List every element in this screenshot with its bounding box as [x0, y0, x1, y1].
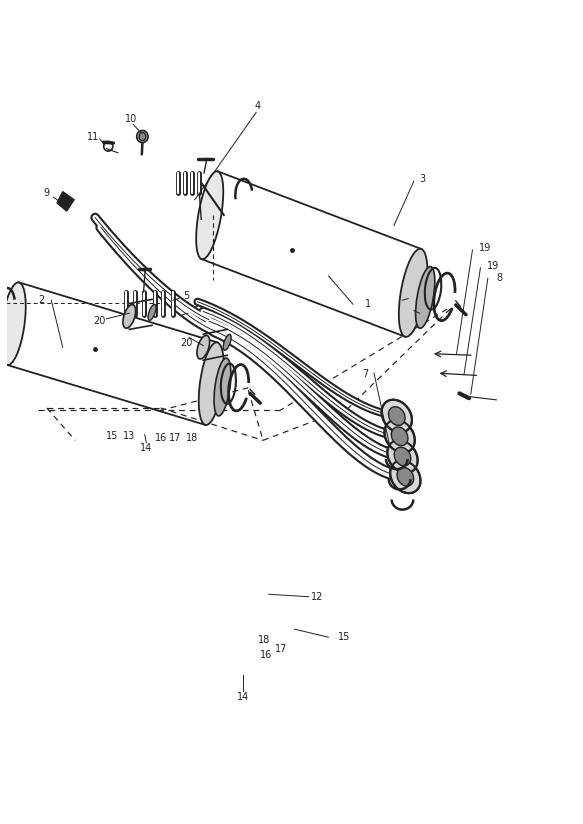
- Ellipse shape: [136, 130, 148, 143]
- Text: 20: 20: [93, 316, 106, 326]
- Text: 20: 20: [180, 338, 192, 349]
- Text: 17: 17: [275, 644, 287, 653]
- Ellipse shape: [214, 358, 231, 416]
- Text: 19: 19: [479, 243, 491, 253]
- Text: 19: 19: [487, 261, 500, 271]
- Text: 15: 15: [338, 632, 350, 642]
- Ellipse shape: [1, 283, 26, 365]
- Text: 2: 2: [38, 295, 44, 305]
- Text: 14: 14: [237, 692, 250, 702]
- Text: 17: 17: [169, 433, 181, 443]
- Ellipse shape: [388, 407, 405, 425]
- Text: 5: 5: [411, 292, 417, 302]
- Ellipse shape: [123, 305, 136, 328]
- Ellipse shape: [394, 447, 411, 466]
- Text: 14: 14: [141, 443, 153, 453]
- Text: 16: 16: [154, 433, 167, 443]
- Ellipse shape: [148, 304, 156, 321]
- Ellipse shape: [399, 249, 427, 337]
- Text: 18: 18: [186, 433, 198, 443]
- Text: 7: 7: [363, 369, 368, 379]
- Ellipse shape: [139, 133, 146, 141]
- Text: 6: 6: [422, 308, 429, 318]
- Polygon shape: [57, 192, 74, 211]
- Text: 5: 5: [183, 291, 189, 301]
- Text: 3: 3: [419, 174, 426, 184]
- Ellipse shape: [382, 400, 412, 433]
- Text: 16: 16: [260, 650, 272, 660]
- Text: 8: 8: [496, 274, 503, 283]
- Ellipse shape: [199, 342, 224, 425]
- Text: 6: 6: [193, 306, 199, 316]
- Text: 1: 1: [366, 299, 371, 309]
- Ellipse shape: [384, 420, 415, 452]
- Text: 18: 18: [258, 635, 271, 645]
- Ellipse shape: [197, 335, 210, 359]
- Text: 9: 9: [44, 188, 50, 199]
- Ellipse shape: [416, 267, 435, 328]
- Text: 11: 11: [87, 132, 100, 142]
- Text: 12: 12: [311, 592, 324, 602]
- Ellipse shape: [397, 467, 413, 486]
- Ellipse shape: [196, 171, 223, 260]
- Ellipse shape: [390, 461, 420, 493]
- Text: 13: 13: [123, 431, 135, 442]
- Ellipse shape: [387, 440, 417, 473]
- Text: 4: 4: [254, 101, 261, 110]
- Ellipse shape: [391, 427, 408, 446]
- Text: 10: 10: [125, 114, 137, 124]
- Ellipse shape: [223, 335, 231, 350]
- Text: 15: 15: [106, 431, 118, 442]
